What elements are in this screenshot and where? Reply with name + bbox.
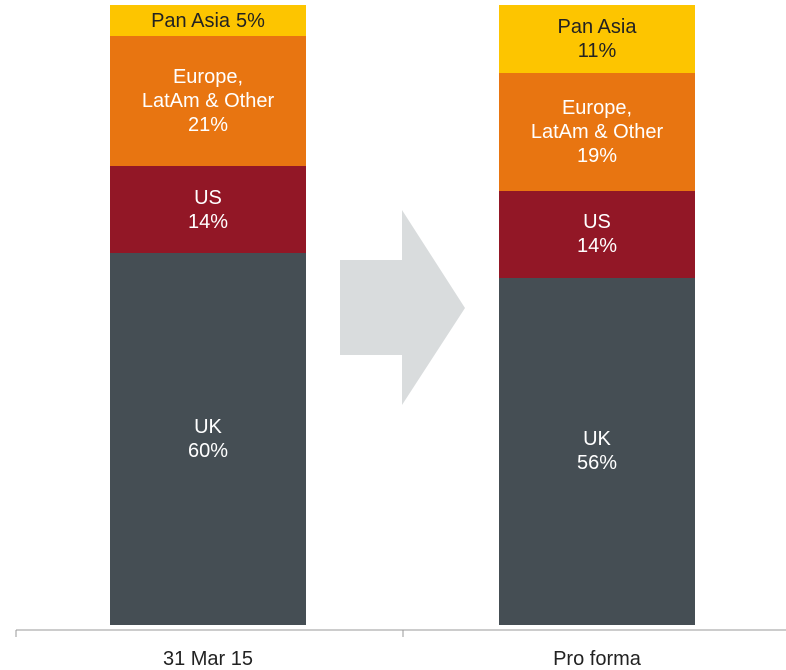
segment-name: Pan Asia [557,16,637,39]
x-tick-label: Pro forma [553,648,641,670]
data-label: 14% [576,235,618,258]
segment-name: UK [583,428,611,451]
data-label: 60% [187,440,229,462]
data-label: 21% [187,114,229,137]
data-label: 56% [576,452,618,475]
data-label: 19% [576,145,618,168]
segment-name: US [583,211,611,234]
arrow [340,210,465,405]
bar-segment: UK 56% [499,277,695,625]
bar-segment: Europe, LatAm & Other 19% [499,73,695,191]
bar-segment: UK 60% [110,253,306,625]
segment-name: Pan Asia [151,9,231,32]
segment-name: UK [194,416,222,438]
bar-segment: US 14% [499,191,695,278]
bar-segment: US 14% [110,166,306,253]
data-label: 5% [236,9,265,32]
segment-name: US [194,186,222,209]
data-label: 14% [187,210,229,233]
data-label: 11% [577,40,617,63]
bar-segment: Europe, LatAm & Other 21% [110,36,306,167]
x-tick-label: 31 Mar 15 [162,648,254,670]
bar-segment: Pan Asia 11% [499,5,695,74]
segment-name: Europe, LatAm & Other [141,66,275,113]
segment-name: Europe, LatAm & Other [530,97,664,144]
bar-segment: Pan Asia 5% [110,5,306,36]
